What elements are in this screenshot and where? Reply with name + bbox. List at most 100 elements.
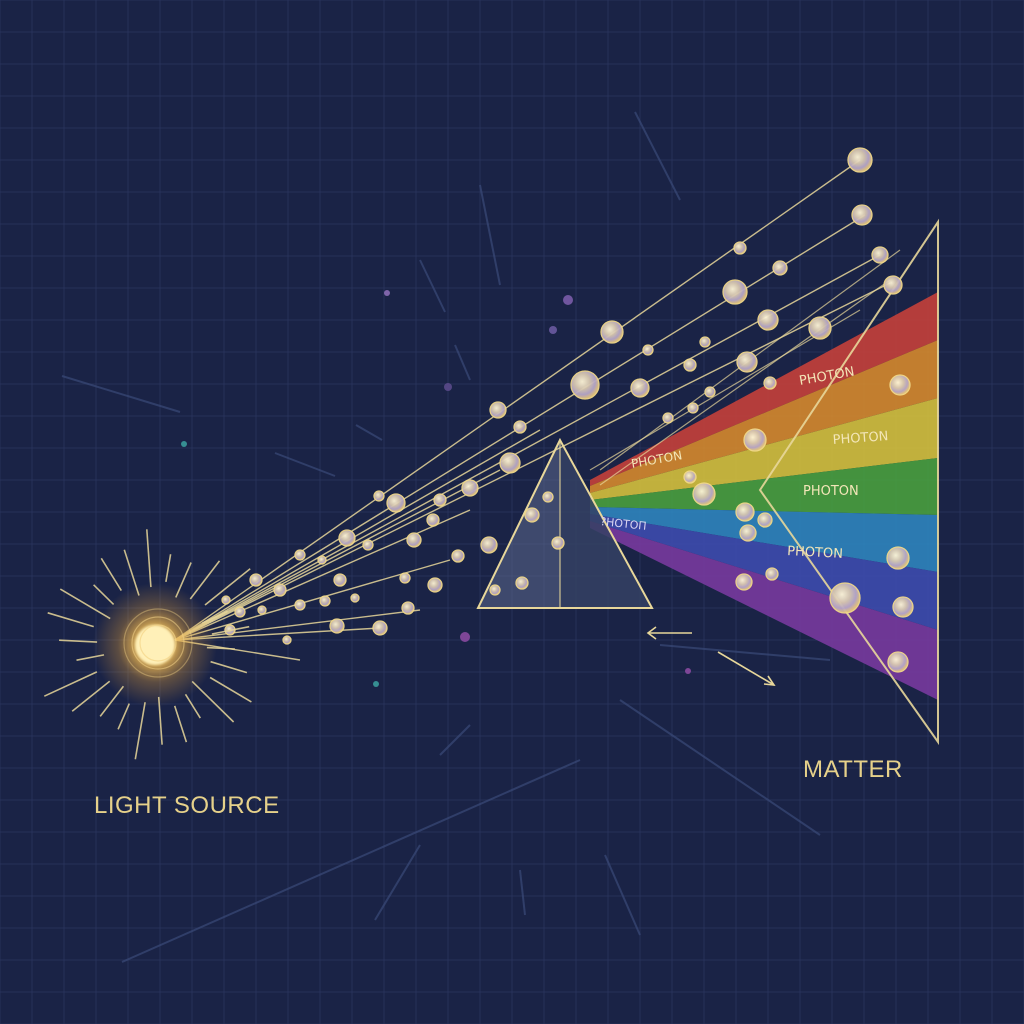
photon-particle bbox=[451, 549, 465, 563]
light-source-core bbox=[135, 625, 175, 665]
arrow-right-icon bbox=[717, 651, 776, 686]
photon-particle bbox=[401, 601, 415, 615]
photon-particle bbox=[282, 635, 292, 645]
photon-particle bbox=[426, 513, 440, 527]
sun-ray bbox=[43, 671, 98, 697]
sun-ray bbox=[117, 703, 131, 730]
photon-particle bbox=[763, 376, 777, 390]
spectrum-band bbox=[590, 398, 938, 500]
photon-particle bbox=[480, 536, 498, 554]
photon-particle bbox=[433, 493, 447, 507]
sun-ray bbox=[209, 676, 252, 703]
sun-ray bbox=[59, 639, 98, 643]
photon-particle bbox=[735, 573, 753, 591]
spectrum-band bbox=[590, 458, 938, 515]
sun-ray bbox=[99, 685, 125, 717]
sun-ray bbox=[191, 680, 235, 723]
sun-ray bbox=[201, 610, 228, 624]
sun-ray bbox=[47, 612, 94, 628]
photon-label-yellow: PHOTON bbox=[832, 429, 889, 448]
photon-particle bbox=[683, 470, 697, 484]
sun-ray bbox=[59, 588, 111, 620]
sun-ray bbox=[184, 693, 201, 719]
photon-particle bbox=[317, 555, 327, 565]
photon-particle bbox=[373, 490, 385, 502]
photon-particle bbox=[489, 584, 501, 596]
photon-particle bbox=[757, 309, 779, 331]
photon-particle bbox=[699, 336, 711, 348]
photon-particle bbox=[551, 536, 565, 550]
photon-particle bbox=[683, 358, 697, 372]
sun-ray bbox=[206, 646, 235, 650]
stray-particle bbox=[181, 441, 187, 447]
photon-particle bbox=[234, 606, 246, 618]
sun-ray bbox=[157, 696, 163, 745]
photon-particle bbox=[892, 596, 914, 618]
photon-particle bbox=[513, 420, 527, 434]
stray-particle bbox=[685, 668, 691, 674]
photon-particle bbox=[642, 344, 654, 356]
streak-line bbox=[374, 844, 421, 921]
stray-particle bbox=[373, 681, 379, 687]
photon-particle bbox=[733, 241, 747, 255]
sun-ray bbox=[71, 680, 111, 712]
photon-particle bbox=[329, 618, 345, 634]
streak-line bbox=[479, 184, 501, 286]
streak-line bbox=[274, 452, 336, 477]
spectrum-band bbox=[590, 292, 938, 486]
sun-ray bbox=[173, 705, 188, 743]
photon-particle bbox=[757, 512, 773, 528]
arrow-left-icon bbox=[646, 626, 692, 640]
photon-particle bbox=[736, 351, 758, 373]
sun-ray bbox=[175, 562, 192, 598]
sun-ring bbox=[139, 624, 177, 662]
photon-particle bbox=[847, 147, 873, 173]
stray-particle bbox=[444, 383, 452, 391]
photon-particle bbox=[600, 320, 624, 344]
sun-ring bbox=[131, 616, 185, 670]
photon-particle bbox=[515, 576, 529, 590]
photon-particle bbox=[743, 428, 767, 452]
spectrum-band bbox=[590, 340, 938, 493]
photon-particle bbox=[851, 204, 873, 226]
stray-particle bbox=[549, 326, 557, 334]
photon-particles bbox=[181, 147, 914, 687]
stray-particle bbox=[384, 290, 390, 296]
streak-line bbox=[61, 375, 181, 413]
photon-particle bbox=[257, 605, 267, 615]
photon-particle bbox=[294, 599, 306, 611]
light-ray bbox=[174, 429, 541, 641]
photon-particle bbox=[362, 539, 374, 551]
light-source-label: LIGHT SOURCE bbox=[94, 792, 280, 819]
sun-ray bbox=[204, 568, 251, 606]
photon-particle bbox=[630, 378, 650, 398]
photon-particle bbox=[386, 493, 406, 513]
photon-label-green: PHOTON bbox=[803, 484, 859, 499]
photon-particle bbox=[249, 573, 263, 587]
photon-particle bbox=[406, 532, 422, 548]
photon-particle bbox=[704, 386, 716, 398]
photon-particle bbox=[524, 507, 540, 523]
photon-label-violet: ?HOTOΠ bbox=[600, 515, 648, 533]
photon-particle bbox=[489, 401, 507, 419]
spectrum-band bbox=[590, 521, 938, 700]
sun-ray bbox=[134, 702, 146, 760]
photon-particle bbox=[319, 595, 331, 607]
streak-line bbox=[454, 344, 471, 381]
streak-line bbox=[619, 699, 821, 836]
streak-line bbox=[604, 854, 641, 936]
photon-particle bbox=[883, 275, 903, 295]
stray-particle bbox=[563, 295, 573, 305]
photon-particle bbox=[294, 549, 306, 561]
photon-particle bbox=[687, 402, 699, 414]
prism bbox=[476, 437, 654, 609]
photon-particle bbox=[662, 412, 674, 424]
matter-triangle bbox=[758, 218, 939, 746]
photon-particle bbox=[772, 260, 788, 276]
sun-ray bbox=[146, 529, 152, 588]
photon-particle bbox=[427, 577, 443, 593]
streak-line bbox=[634, 111, 681, 201]
photon-particle bbox=[886, 546, 910, 570]
photon-particle bbox=[350, 593, 360, 603]
